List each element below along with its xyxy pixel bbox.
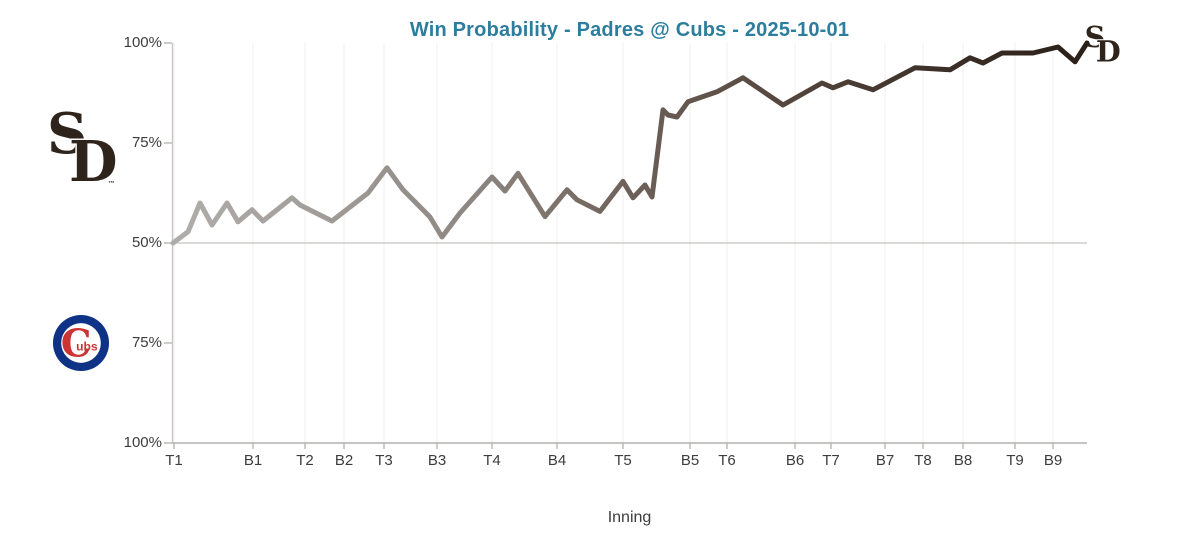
padres-endpoint-letter-s: S xyxy=(1085,23,1106,54)
cubs-logo: C ubs xyxy=(52,314,110,372)
x-tick-label: B6 xyxy=(785,452,805,469)
x-tick-label: T1 xyxy=(165,452,183,469)
win-probability-plot xyxy=(164,40,1090,449)
cubs-logo-inner-circle xyxy=(61,323,101,363)
x-tick-label: T6 xyxy=(718,452,736,469)
padres-endpoint-logo: S D xyxy=(1084,23,1120,66)
padres-logo: S D ™ xyxy=(47,106,116,190)
x-tick-label: B8 xyxy=(953,452,973,469)
x-axis-title: Inning xyxy=(607,509,652,526)
cubs-logo-letter-c: C xyxy=(61,322,92,367)
padres-logo-letter-d: D xyxy=(69,129,116,190)
x-tick-label: T4 xyxy=(483,452,501,469)
chart-title: Win Probability - Padres @ Cubs - 2025-1… xyxy=(409,19,850,41)
padres-logo-letter-s: S xyxy=(47,106,87,167)
x-tick-label: B1 xyxy=(243,452,263,469)
padres-endpoint-letter-d: D xyxy=(1096,34,1120,66)
x-tick-label: B9 xyxy=(1043,452,1063,469)
x-tick-label: B3 xyxy=(427,452,447,469)
win-probability-line xyxy=(170,40,1090,246)
y-tick-label: 100% xyxy=(123,434,162,451)
x-tick-label: T8 xyxy=(914,452,932,469)
y-tick-label: 100% xyxy=(123,34,162,51)
y-tick-label: 75% xyxy=(131,334,162,351)
x-tick-label: T5 xyxy=(614,452,632,469)
cubs-logo-letters-ubs: ubs xyxy=(76,340,98,354)
y-tick-label: 75% xyxy=(131,134,162,151)
x-tick-label: T2 xyxy=(296,452,314,469)
x-tick-label: B5 xyxy=(680,452,700,469)
x-tick-label: B2 xyxy=(334,452,354,469)
padres-logo-trademark: ™ xyxy=(108,179,115,188)
x-tick-label: B7 xyxy=(875,452,895,469)
x-tick-label: T7 xyxy=(822,452,840,469)
x-tick-label: T3 xyxy=(375,452,393,469)
y-tick-label: 50% xyxy=(131,234,162,251)
x-tick-label: T9 xyxy=(1006,452,1024,469)
x-tick-label: B4 xyxy=(547,452,567,469)
